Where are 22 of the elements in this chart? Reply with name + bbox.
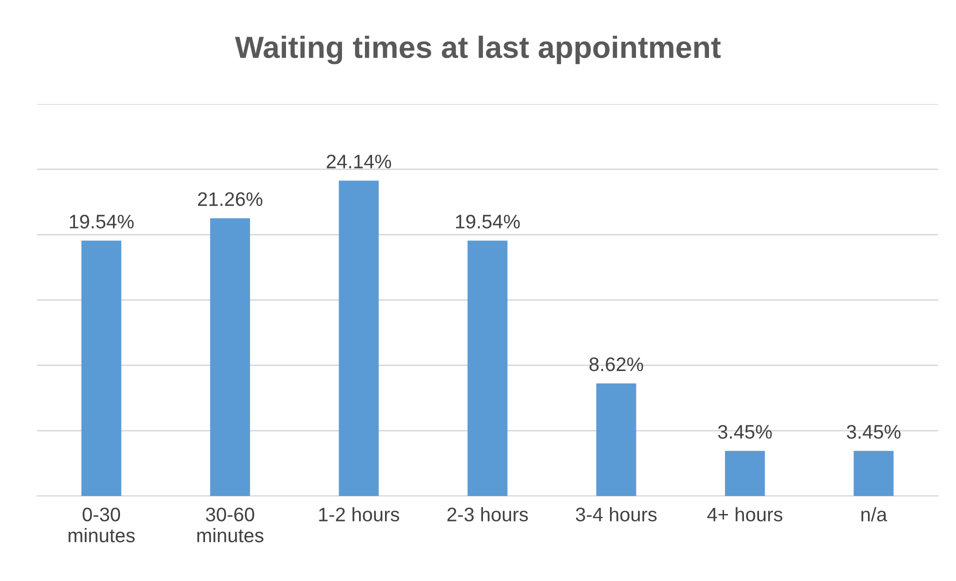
bar	[596, 383, 636, 496]
chart-title: Waiting times at last appointment	[235, 36, 721, 64]
data-label: 8.62%	[589, 357, 644, 372]
x-tick-label: 0-30 minutes	[68, 508, 135, 542]
data-label: 19.54%	[70, 214, 134, 228]
bar	[210, 218, 250, 496]
data-label: 21.26%	[198, 192, 262, 206]
data-label: 3.45%	[846, 424, 901, 439]
x-tick-label: 2-3 hours	[447, 507, 528, 522]
x-tick-label: n/a	[861, 507, 888, 522]
data-label: 3.45%	[718, 424, 772, 439]
bar	[724, 450, 765, 496]
x-tick-label: 30-60 minutes	[197, 508, 264, 542]
data-label: 24.14%	[326, 154, 392, 168]
bar	[81, 240, 122, 496]
bar	[468, 240, 508, 496]
bar	[338, 180, 379, 496]
x-tick-label: 1-2 hours	[319, 507, 400, 522]
x-tick-label: 3-4 hours	[576, 507, 657, 522]
x-tick-label: 4+ hours	[707, 507, 782, 522]
data-label: 19.54%	[456, 214, 520, 228]
bar	[854, 450, 894, 496]
